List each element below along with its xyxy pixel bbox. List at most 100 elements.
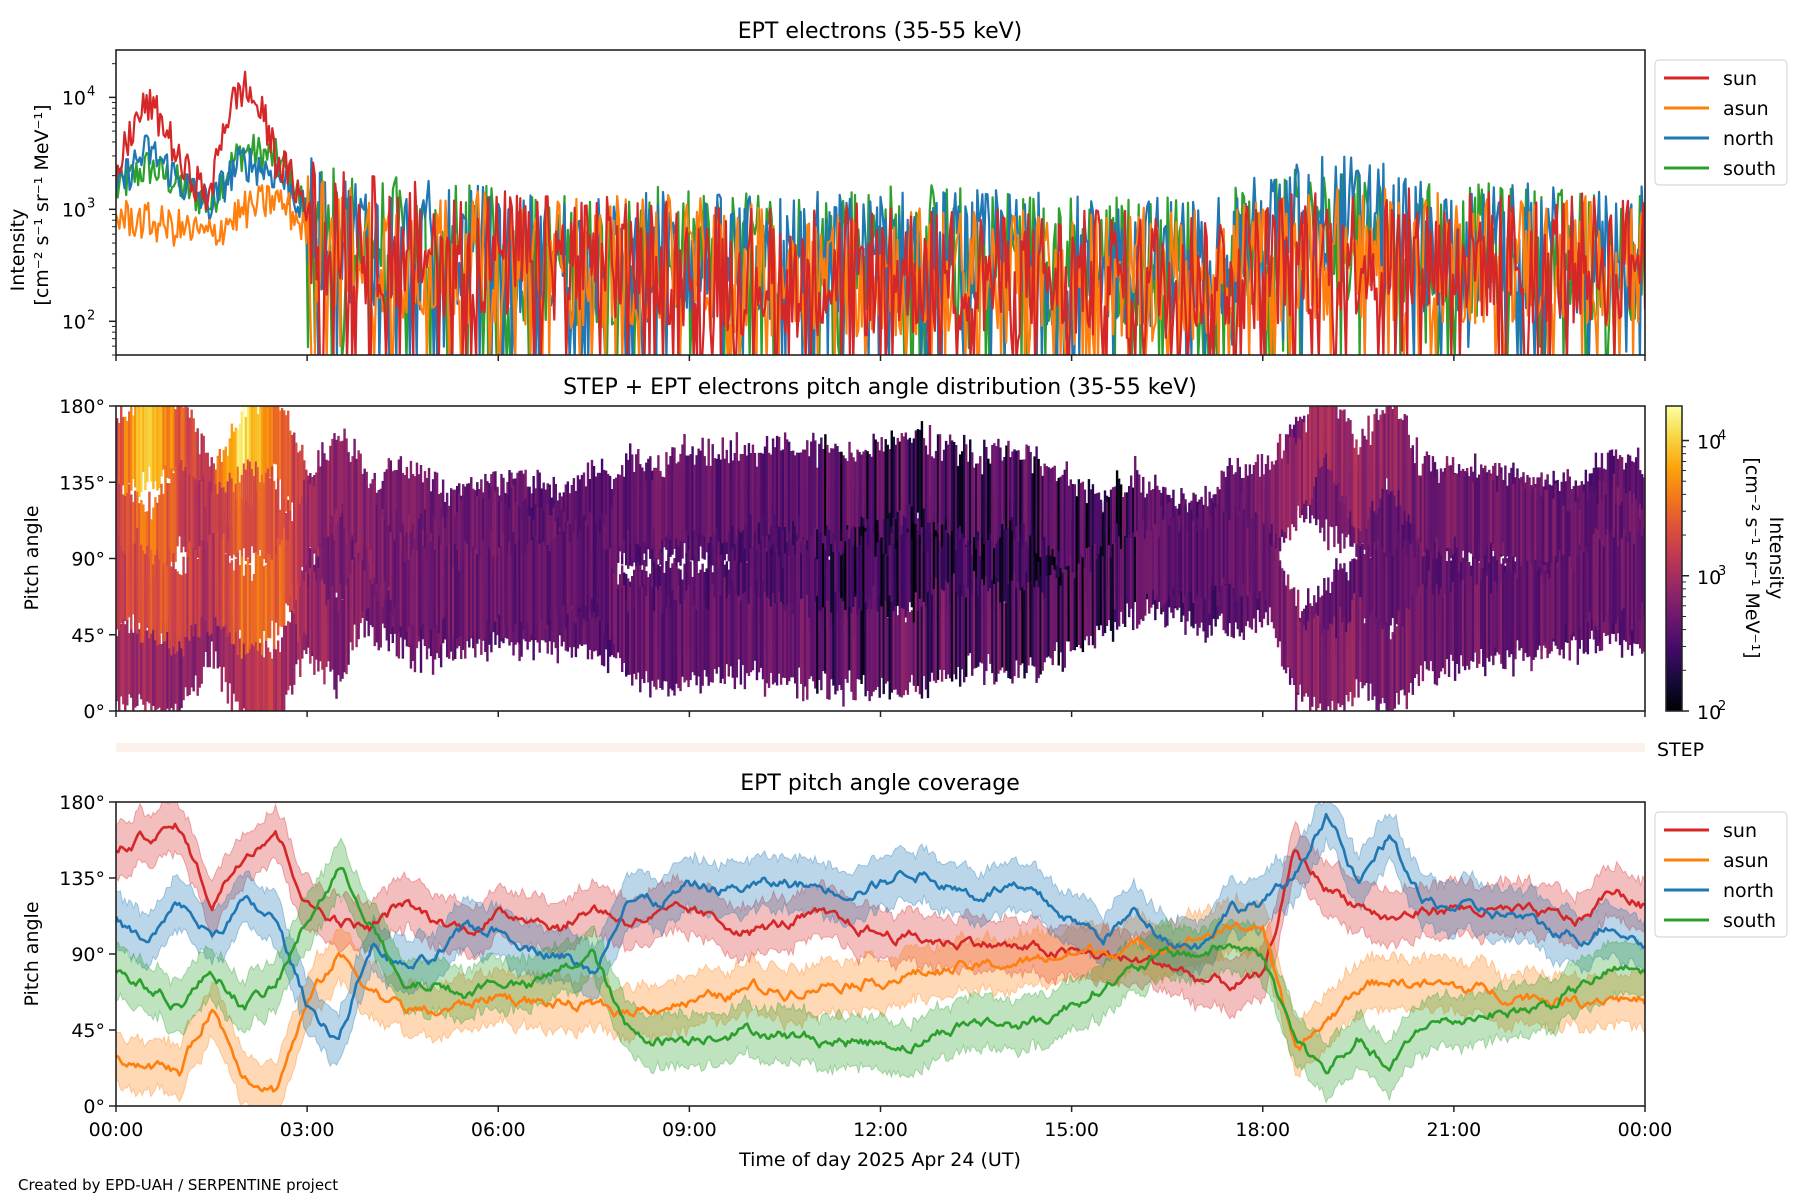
pad-cell xyxy=(741,593,745,666)
pad-cell xyxy=(1264,464,1268,544)
pad-cell xyxy=(1321,406,1324,466)
x-tick-label: 00:00 xyxy=(1618,1119,1673,1141)
pad-cell xyxy=(775,435,779,528)
pad-cell xyxy=(1478,474,1481,542)
pad-cell xyxy=(733,453,737,545)
pad-cell xyxy=(508,542,511,641)
pad-cell xyxy=(192,548,195,637)
pad-cell xyxy=(264,406,268,493)
pad-cell xyxy=(1033,587,1036,667)
pad-cell xyxy=(1393,532,1396,637)
pad-cell xyxy=(421,546,425,624)
pad-cell xyxy=(142,550,145,643)
pad-cell xyxy=(695,609,698,686)
intensity-ylabel-units: [cm⁻² s⁻¹ sr⁻¹ MeV⁻¹] xyxy=(31,104,53,305)
pad-cell xyxy=(1455,473,1459,548)
pad-cell xyxy=(771,438,775,545)
pad-cell xyxy=(954,534,958,616)
pad-cell xyxy=(293,432,296,530)
pad-cell xyxy=(488,547,491,626)
pad-cell xyxy=(715,458,718,527)
pad-cell xyxy=(1268,469,1272,533)
pad-cell xyxy=(924,607,928,690)
pad-cell xyxy=(965,547,968,612)
pad-cell xyxy=(122,416,125,486)
pad-cell xyxy=(1367,544,1370,639)
pad-cell xyxy=(325,532,328,633)
pad-cell xyxy=(1331,462,1334,528)
pad-cell xyxy=(160,644,163,711)
pad-cell xyxy=(985,524,988,606)
pad-cell xyxy=(995,537,998,611)
pad-cell xyxy=(721,578,724,679)
pad-cell xyxy=(154,406,157,482)
pad-cell xyxy=(1508,564,1511,658)
pad-cell xyxy=(1516,578,1519,641)
pad-cell xyxy=(1461,468,1465,551)
pad-cell xyxy=(1254,512,1258,611)
pad-cell xyxy=(767,599,771,688)
pad-cell xyxy=(1027,582,1030,666)
pad-cell xyxy=(1582,551,1586,619)
pad-cell xyxy=(637,601,640,673)
pad-cell xyxy=(590,513,594,599)
pad-cell xyxy=(620,587,624,672)
pad-cell xyxy=(713,458,716,534)
pad-cell xyxy=(846,474,849,580)
pad-cell xyxy=(512,531,515,633)
pad-cell xyxy=(592,583,596,652)
pad-cell xyxy=(614,581,618,654)
pad-cell xyxy=(1399,418,1402,506)
pad-cell xyxy=(946,530,950,611)
pad-cell xyxy=(361,473,364,560)
pad-cell xyxy=(1482,567,1485,667)
pad-cell xyxy=(132,415,135,480)
pad-cell xyxy=(703,456,706,537)
pad-cell xyxy=(1192,521,1195,603)
pad-cell xyxy=(689,561,692,644)
pad-cell xyxy=(309,568,312,664)
pad-cell xyxy=(872,433,875,528)
pad-cell xyxy=(1570,567,1573,635)
pad-cell xyxy=(616,588,620,653)
pad-cell xyxy=(1486,480,1489,546)
pad-cell xyxy=(178,634,181,711)
pad-cell xyxy=(156,502,159,571)
pad-cell xyxy=(456,550,459,639)
pad-cell xyxy=(697,448,700,535)
pad-cell xyxy=(1403,489,1406,558)
pad-cell xyxy=(890,430,893,527)
pad-cell xyxy=(136,528,139,634)
pad-cell xyxy=(1361,543,1364,644)
pad-cell xyxy=(431,553,435,637)
pad-cell xyxy=(1051,467,1054,550)
pad-cell xyxy=(880,437,883,538)
pad-cell xyxy=(1129,537,1133,609)
pad-cell xyxy=(798,486,801,561)
pad-cell xyxy=(1329,623,1332,711)
pad-cell xyxy=(981,527,984,616)
pad-cell xyxy=(1431,594,1435,672)
pad-cell xyxy=(989,527,992,626)
pad-cell xyxy=(703,599,706,671)
pad-cell xyxy=(775,547,779,652)
pad-cell xyxy=(1373,414,1376,512)
pad-cell xyxy=(1204,514,1207,599)
pad-cell xyxy=(997,582,1000,674)
pad-cell xyxy=(122,494,125,564)
pad-cell xyxy=(524,553,527,642)
pad-cell xyxy=(331,493,334,559)
pad-cell xyxy=(556,534,559,617)
pad-cell xyxy=(874,506,877,577)
pad-cell xyxy=(1103,533,1107,634)
pad-cell xyxy=(1158,489,1161,572)
pad-cell xyxy=(1403,414,1406,511)
pad-cell xyxy=(906,439,910,529)
pad-cell xyxy=(415,550,419,649)
pad-cell xyxy=(888,595,891,700)
pad-cell xyxy=(814,557,817,635)
pad-cell xyxy=(816,467,819,530)
pad-cell xyxy=(667,464,670,531)
pad-cell xyxy=(647,595,650,683)
pad-cell xyxy=(1049,575,1052,659)
